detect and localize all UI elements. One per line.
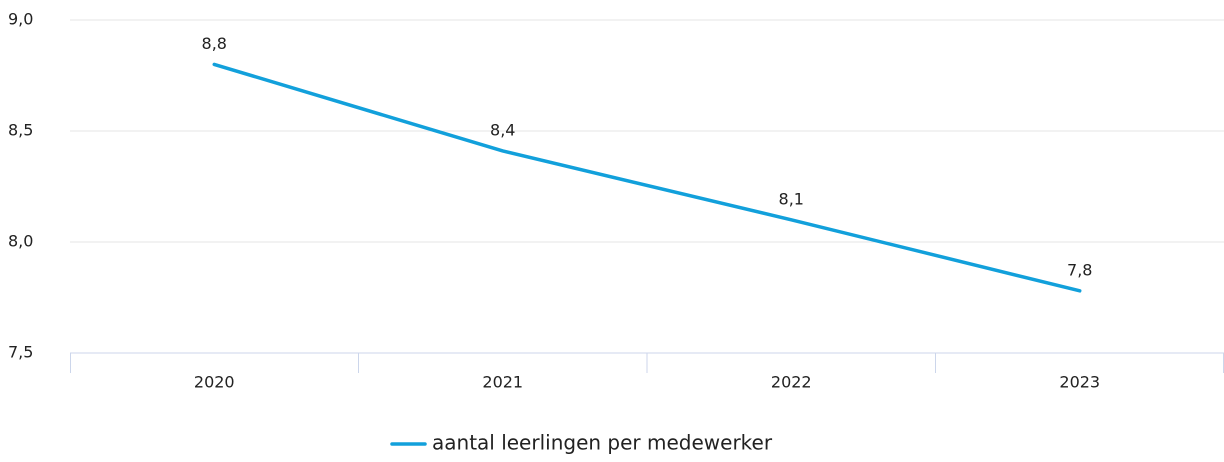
x-tick-label: 2020 — [194, 373, 235, 392]
x-tick-label: 2023 — [1059, 373, 1100, 392]
y-tick-label: 7,5 — [8, 343, 33, 362]
data-label: 8,4 — [490, 120, 515, 139]
data-line — [212, 62, 1082, 293]
data-label: 7,8 — [1067, 260, 1092, 279]
x-tick-label: 2022 — [771, 373, 812, 392]
y-tick-label: 9,0 — [8, 10, 33, 29]
y-tick-label: 8,0 — [8, 232, 33, 251]
legend-label: aantal leerlingen per medewerker — [432, 431, 773, 455]
x-tick-label: 2021 — [482, 373, 523, 392]
data-label: 8,1 — [779, 189, 804, 208]
y-tick-label: 8,5 — [8, 121, 33, 140]
data-label: 8,8 — [202, 34, 227, 53]
